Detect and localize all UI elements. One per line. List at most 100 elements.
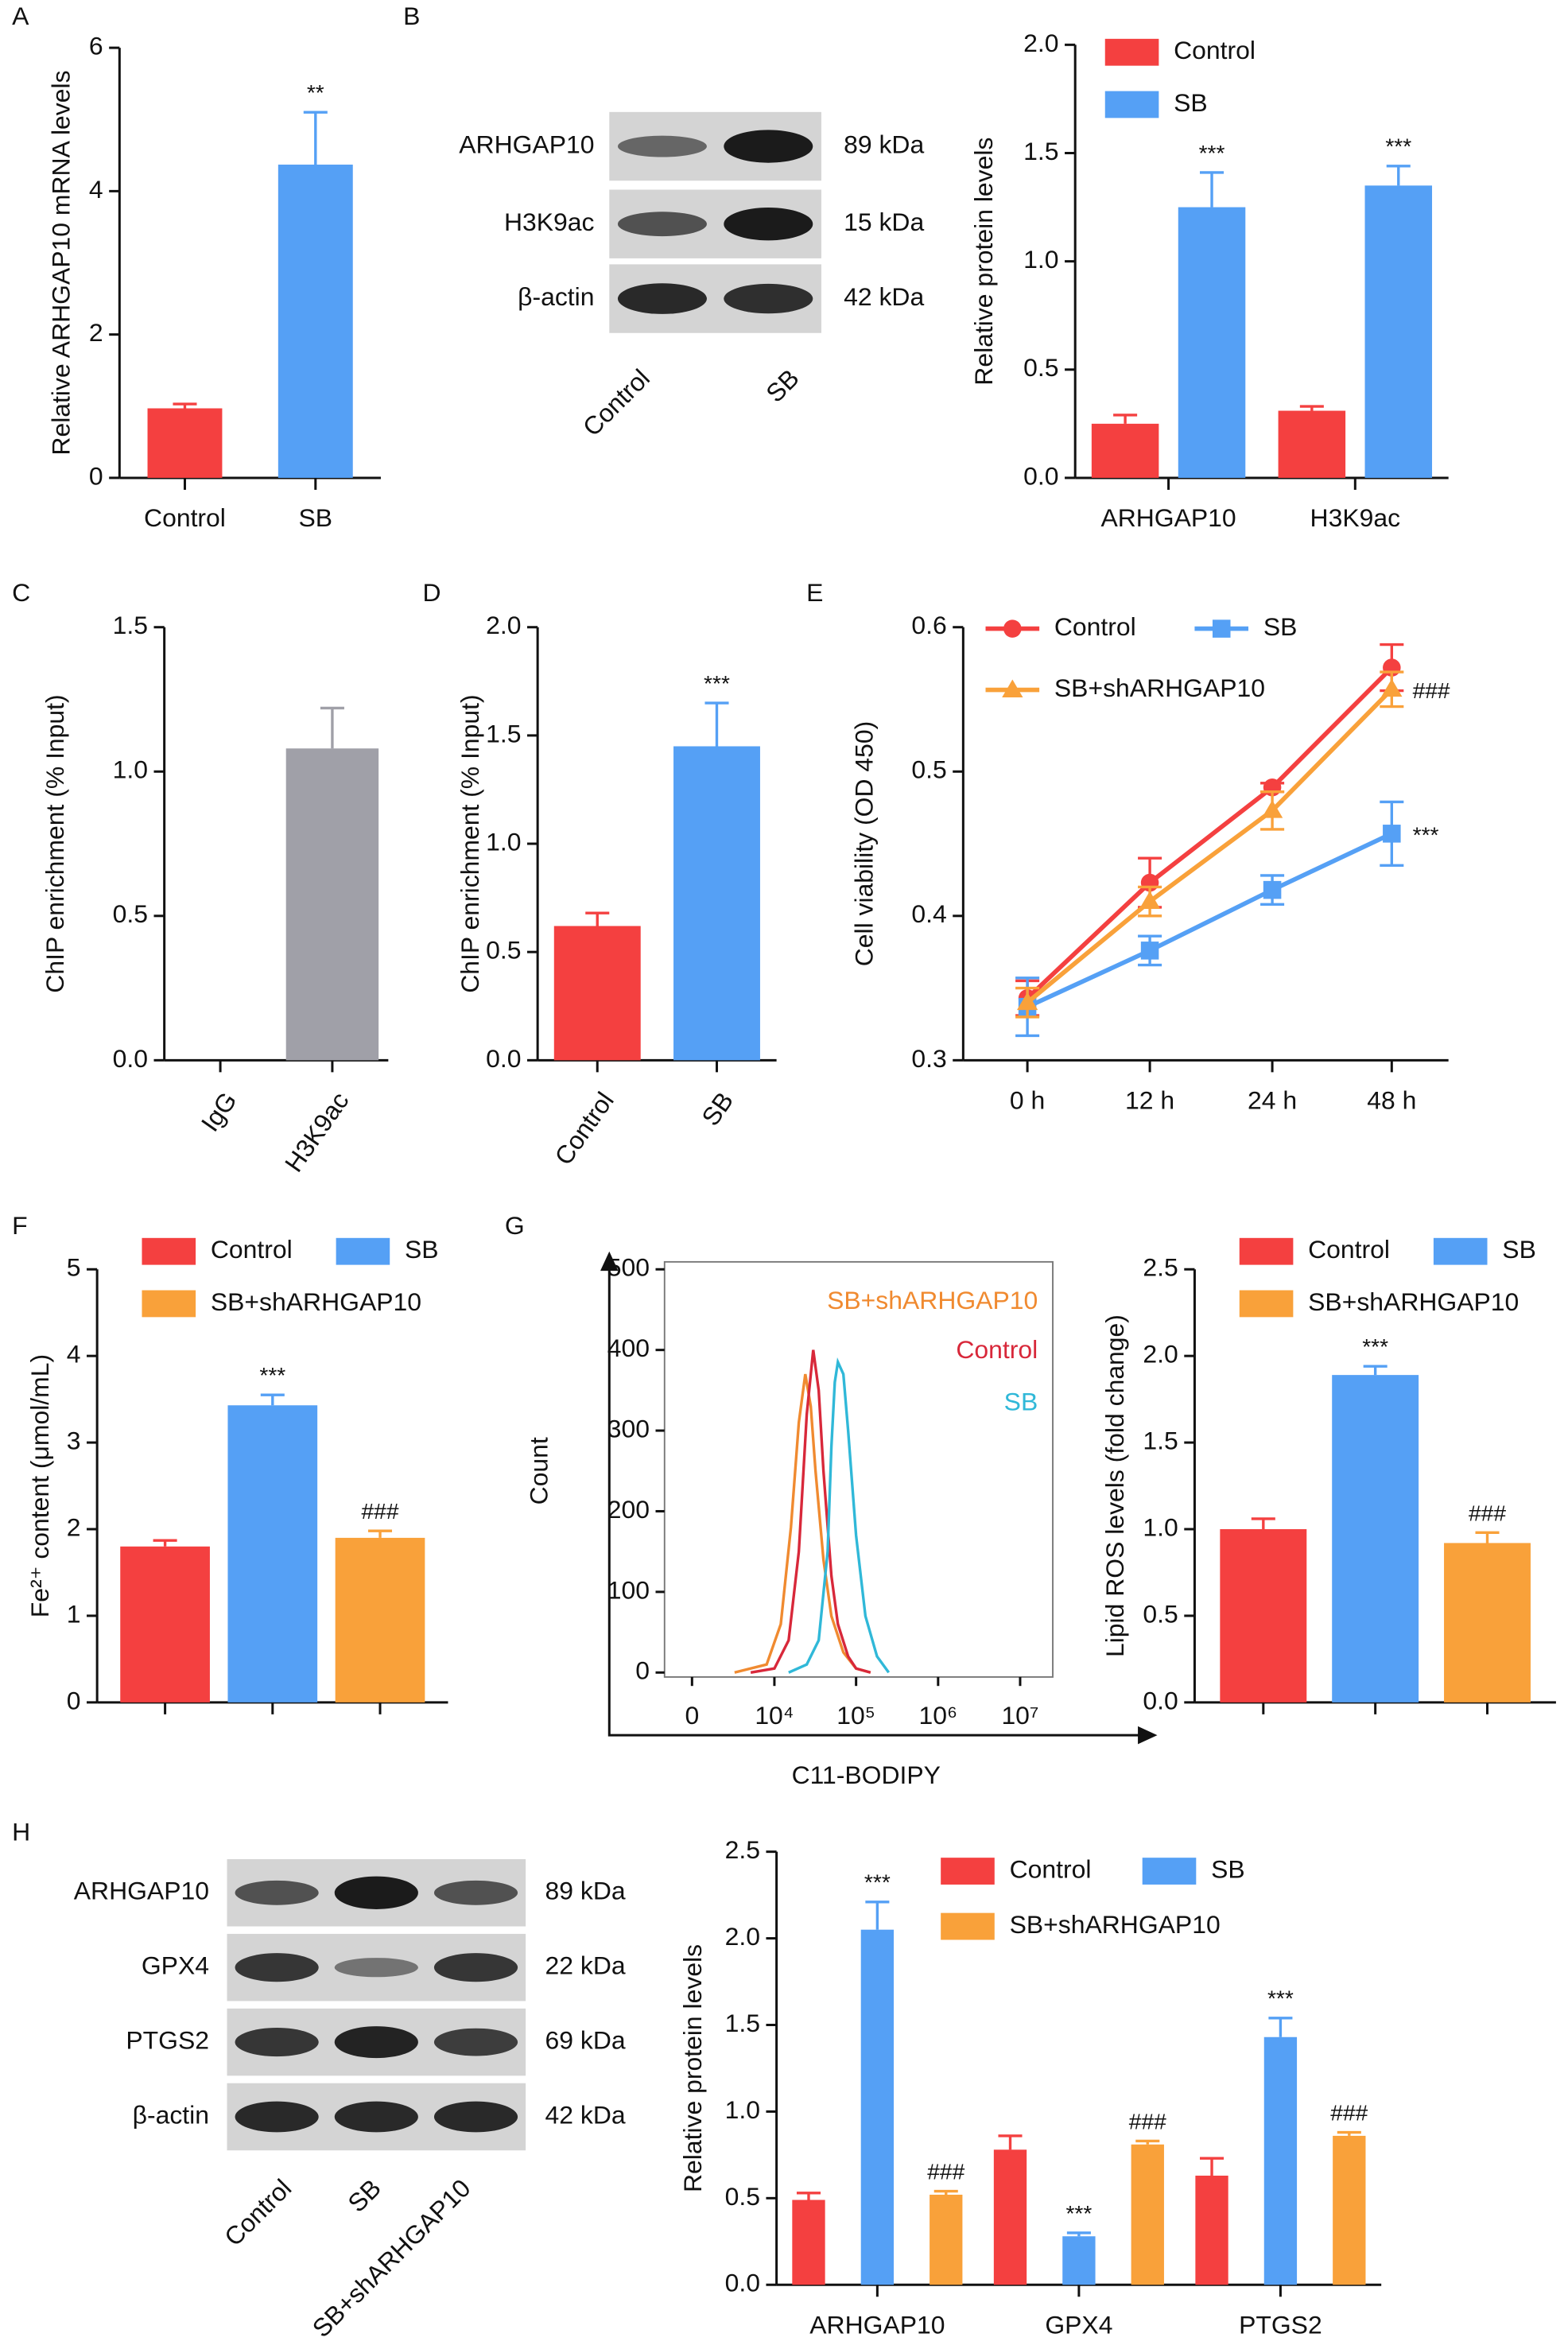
significance: *** [1065, 2201, 1092, 2226]
error-bar [998, 2134, 1023, 2150]
y-tick-label: 100 [607, 1575, 650, 1604]
significance: *** [864, 1870, 891, 1895]
bar [1364, 185, 1433, 478]
y-tick-label: 0.5 [911, 755, 946, 784]
bar [1091, 423, 1159, 478]
significance: *** [1362, 1334, 1388, 1359]
lane-label: Control [577, 363, 655, 441]
y-axis-label: ChIP enrichment (% Input) [456, 694, 484, 992]
y-tick-label: 2.5 [1143, 1253, 1178, 1282]
panel-label: H [12, 1818, 30, 1846]
blot-band [334, 1958, 418, 1978]
y-tick-label: 200 [607, 1495, 650, 1524]
point [1212, 619, 1231, 638]
y-tick-label: 0.5 [486, 936, 521, 965]
significance: *** [1199, 141, 1225, 165]
legend-swatch [1239, 1290, 1294, 1318]
point [1139, 891, 1161, 910]
y-axis-label: Count [524, 1437, 553, 1505]
y-tick-label: 2.0 [1023, 29, 1058, 57]
point [1003, 619, 1022, 638]
x-tick-label: 0 h [1010, 1085, 1045, 1114]
y-axis-label: ChIP enrichment (% Input) [41, 694, 69, 992]
y-tick-label: 0 [635, 1656, 650, 1685]
error-bar [1138, 856, 1162, 909]
error-bar [153, 1539, 177, 1547]
legend-label: Control [1174, 36, 1256, 64]
bar [993, 2149, 1027, 2285]
panel-label: C [12, 578, 30, 607]
significance: ### [1413, 678, 1450, 703]
protein-size: 15 kDa [844, 208, 924, 236]
protein-label: ARHGAP10 [74, 1877, 209, 1905]
y-tick-label: 0.6 [911, 611, 946, 639]
bar [1195, 2176, 1228, 2285]
legend-swatch [941, 1912, 995, 1940]
panel-label: G [505, 1211, 525, 1240]
y-tick-label: 0.0 [1143, 1686, 1178, 1714]
x-tick-label: SB [299, 503, 333, 532]
outer-axes [607, 1259, 1151, 1737]
y-tick-label: 300 [607, 1415, 650, 1443]
error-bar [1113, 414, 1138, 424]
error-bar [367, 1529, 393, 1538]
protein-label: H3K9ac [504, 208, 595, 236]
blot-band [724, 208, 813, 241]
protein-label: ARHGAP10 [459, 130, 594, 158]
bar [1444, 1543, 1531, 1703]
error-bar [173, 402, 197, 409]
error-bar [865, 1901, 890, 1930]
error-bar [1386, 165, 1411, 186]
significance: *** [1267, 1986, 1294, 2011]
blot-band [433, 2028, 518, 2056]
bar [673, 746, 760, 1061]
y-tick-label: 0.0 [113, 1044, 148, 1073]
series-line [1026, 831, 1393, 1009]
arrow [1138, 1726, 1158, 1745]
lane-label: SB [342, 2173, 386, 2218]
significance: *** [704, 671, 730, 696]
significance: ### [1129, 2109, 1166, 2134]
y-tick-label: 2.0 [486, 611, 521, 639]
legend-label: SB [1211, 1854, 1245, 1883]
bar [147, 408, 223, 478]
panel-label: A [12, 2, 29, 30]
x-tick-label: 0 [685, 1701, 699, 1730]
bar [553, 926, 641, 1061]
blot-band [617, 135, 707, 157]
bar [120, 1546, 210, 1703]
y-tick-label: 1.0 [725, 2095, 760, 2124]
bar [1131, 2144, 1164, 2285]
legend-label: SB+shARHGAP10 [1308, 1287, 1519, 1316]
y-tick-label: 1 [67, 1599, 81, 1628]
significance: ### [362, 1499, 399, 1524]
blot-band [724, 130, 813, 163]
bar [1278, 410, 1346, 478]
x-tick-label: ARHGAP10 [809, 2310, 945, 2339]
y-tick-label: 2 [89, 318, 103, 347]
y-tick-label: 0.3 [911, 1044, 946, 1073]
y-tick-label: 1.5 [113, 611, 148, 639]
point [1140, 942, 1159, 960]
x-tick-label: Control [549, 1087, 619, 1171]
blot-band [235, 2028, 319, 2057]
y-axis-label: Cell viability (OD 450) [850, 721, 879, 967]
significance: ### [1469, 1501, 1506, 1525]
x-tick-label: Control [144, 503, 226, 532]
error-bar [796, 2192, 821, 2200]
series-line [1026, 687, 1394, 1004]
legend-label: SB [405, 1235, 439, 1264]
legend-swatch [1104, 38, 1159, 66]
y-tick-label: 1.5 [1143, 1427, 1178, 1455]
blot-band [334, 2026, 418, 2059]
y-tick-label: 2.0 [1143, 1340, 1178, 1369]
y-tick-label: 0.0 [1023, 461, 1058, 490]
bar [278, 165, 353, 478]
y-tick-label: 1.5 [486, 719, 521, 747]
legend-label: SB [1004, 1388, 1038, 1416]
protein-label: PTGS2 [126, 2026, 209, 2055]
y-tick-label: 0.5 [1143, 1599, 1178, 1628]
significance: *** [1385, 134, 1411, 159]
y-tick-label: 0 [89, 461, 103, 490]
